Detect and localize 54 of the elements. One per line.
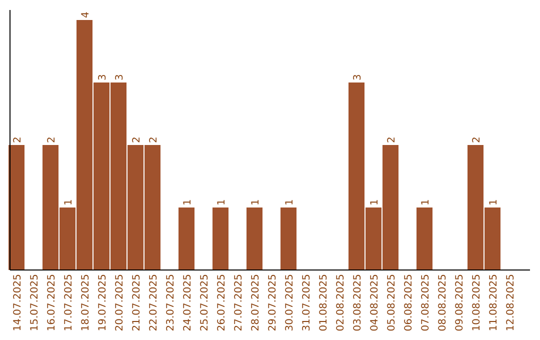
data-label: 3 — [352, 74, 364, 80]
x-tick-label: 14.07.2025 — [12, 274, 24, 332]
data-label: 1 — [488, 199, 500, 206]
data-label: 1 — [284, 199, 296, 206]
x-tick-label: 10.08.2025 — [472, 274, 482, 332]
data-label: 2 — [46, 136, 58, 143]
x-tick-label: 07.08.2025 — [420, 274, 432, 332]
x-tick-label: 20.07.2025 — [114, 274, 126, 332]
x-tick-label: 25.07.2025 — [200, 274, 210, 332]
bar — [178, 208, 194, 270]
x-tick-label: 18.07.2025 — [80, 274, 92, 332]
data-label: 1 — [182, 199, 194, 206]
data-label: 1 — [250, 199, 262, 206]
x-tick-label: 04.08.2025 — [370, 274, 380, 332]
bar — [416, 208, 432, 270]
data-label: 1 — [370, 199, 380, 206]
bar — [280, 208, 296, 270]
x-tick-label: 08.08.2025 — [438, 274, 448, 332]
data-label: 2 — [132, 136, 142, 143]
data-label: 2 — [12, 136, 24, 143]
x-tick-label: 24.07.2025 — [182, 274, 194, 332]
data-label: 3 — [98, 74, 108, 80]
bar — [246, 208, 262, 270]
x-tick-label: 26.07.2025 — [216, 274, 228, 332]
data-label: 2 — [148, 136, 160, 143]
x-tick-label: 27.07.2025 — [234, 274, 244, 332]
x-tick-label: 29.07.2025 — [268, 274, 278, 332]
data-label: 2 — [472, 136, 482, 143]
x-tick-label: 17.07.2025 — [64, 274, 74, 332]
x-tick-label: 06.08.2025 — [404, 274, 414, 332]
x-tick-label: 01.08.2025 — [318, 274, 330, 332]
x-tick-label: 03.08.2025 — [352, 274, 364, 332]
data-label: 2 — [386, 136, 398, 143]
x-tick-label: 30.07.2025 — [284, 274, 296, 332]
x-tick-label: 23.07.2025 — [166, 274, 176, 332]
data-label: 1 — [64, 199, 74, 206]
x-tick-label: 02.08.2025 — [336, 274, 346, 332]
data-label: 4 — [80, 12, 92, 18]
x-tick-label: 12.08.2025 — [506, 274, 516, 332]
x-tick-label: 19.07.2025 — [98, 274, 108, 332]
x-tick-label: 28.07.2025 — [250, 274, 262, 332]
x-tick-label: 22.07.2025 — [148, 274, 160, 332]
data-label: 1 — [420, 199, 432, 206]
x-tick-label: 15.07.2025 — [30, 274, 40, 332]
x-tick-label: 11.08.2025 — [488, 274, 500, 332]
data-label: 3 — [114, 74, 126, 80]
x-tick-label: 31.07.2025 — [302, 274, 312, 332]
x-tick-label: 05.08.2025 — [386, 274, 398, 332]
data-label: 1 — [216, 199, 228, 206]
x-tick-label: 09.08.2025 — [454, 274, 466, 332]
bar — [8, 145, 24, 270]
bar — [212, 208, 228, 270]
x-tick-label: 21.07.2025 — [132, 274, 142, 332]
x-tick-label: 16.07.2025 — [46, 274, 58, 332]
